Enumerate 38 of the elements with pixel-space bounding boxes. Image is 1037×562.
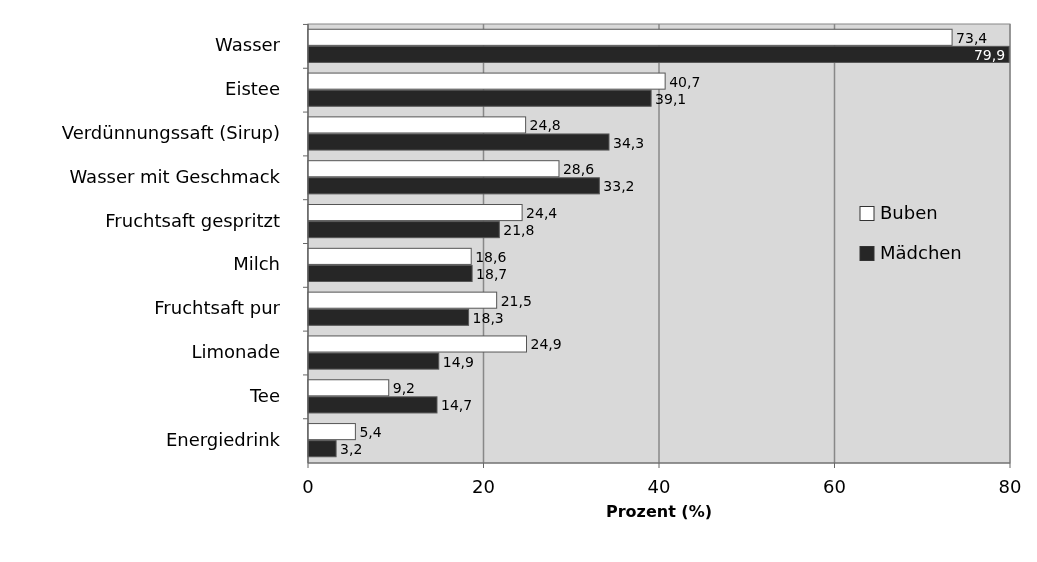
data-label: 18,3 bbox=[472, 309, 504, 326]
legend-label: Buben bbox=[880, 201, 938, 223]
x-tick-label: 20 bbox=[472, 476, 495, 497]
y-tick-label: Limonade bbox=[191, 341, 280, 363]
data-label: 24,4 bbox=[526, 205, 558, 222]
data-label: 73,4 bbox=[956, 29, 988, 46]
data-label: 79,9 bbox=[973, 46, 1006, 63]
data-label: 18,7 bbox=[476, 265, 508, 282]
data-label: 14,7 bbox=[440, 397, 473, 414]
y-tick-label: Eistee bbox=[225, 78, 280, 100]
data-label: 21,8 bbox=[503, 222, 535, 239]
data-label: 5,4 bbox=[359, 424, 382, 441]
data-label: 40,7 bbox=[669, 73, 701, 90]
x-tick-label: 40 bbox=[647, 476, 671, 497]
data-label: 33,2 bbox=[603, 178, 635, 195]
y-tick-label: Milch bbox=[233, 253, 280, 275]
x-axis-title: Prozent (%) bbox=[605, 502, 713, 521]
x-tick-label: 60 bbox=[823, 476, 846, 497]
data-label: 14,9 bbox=[442, 353, 474, 370]
x-tick-label: 0 bbox=[302, 476, 314, 497]
data-label: 24,9 bbox=[530, 336, 562, 353]
data-label: 34,3 bbox=[612, 134, 645, 151]
y-tick-label: Fruchtsaft pur bbox=[154, 297, 281, 319]
data-label: 28,6 bbox=[562, 161, 595, 178]
y-tick-label: Tee bbox=[248, 384, 280, 406]
data-label: 9,2 bbox=[392, 380, 415, 397]
y-tick-label: Fruchtsaft gespritzt bbox=[105, 209, 280, 231]
data-label: 18,6 bbox=[475, 248, 507, 265]
data-label: 24,8 bbox=[529, 117, 561, 134]
y-tick-label: Verdünnungssaft (Sirup) bbox=[61, 121, 280, 143]
legend-label: Mädchen bbox=[880, 241, 962, 263]
data-label: 3,2 bbox=[340, 441, 363, 458]
data-label: 39,1 bbox=[655, 90, 687, 107]
y-tick-label: Wasser bbox=[215, 34, 281, 56]
data-label: 21,5 bbox=[500, 292, 532, 309]
y-tick-label: Wasser mit Geschmack bbox=[69, 165, 281, 187]
x-tick-label: 80 bbox=[998, 476, 1022, 497]
y-tick-label: Energiedrink bbox=[165, 428, 281, 450]
